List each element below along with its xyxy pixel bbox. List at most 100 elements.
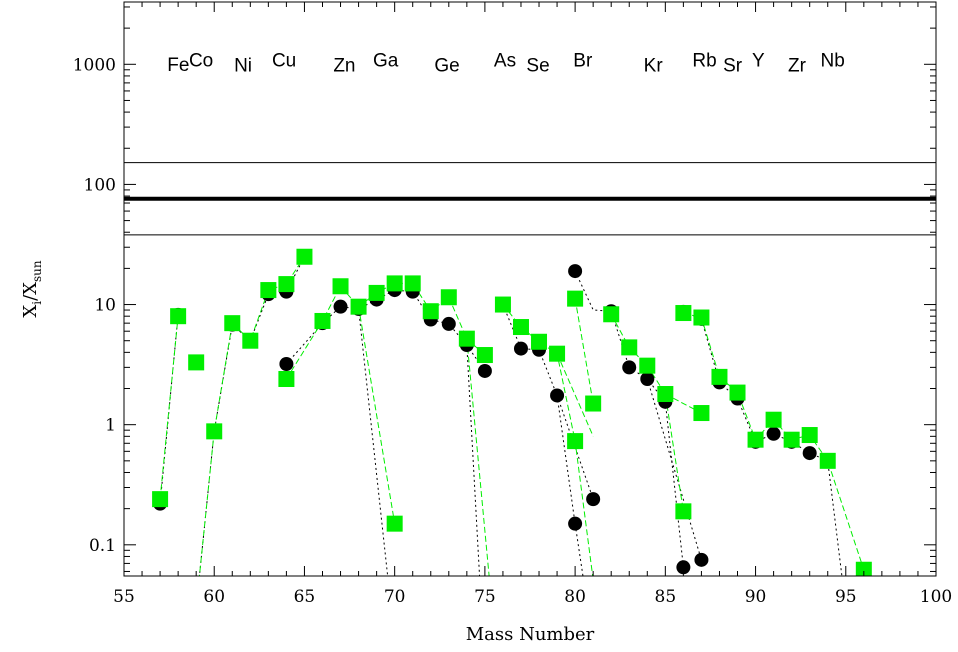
- x-tick-label-60: 60: [203, 587, 225, 607]
- series-1-line-2: [285, 282, 486, 380]
- series-1-point-41: [801, 427, 818, 444]
- y-tick-label-2: 10: [94, 296, 116, 316]
- series-1-point-15: [386, 515, 403, 532]
- series-0-line-8: [556, 395, 594, 500]
- series-1-point-2: [188, 354, 205, 371]
- series-0-point-19: [513, 341, 528, 356]
- series-1-point-30: [639, 357, 656, 374]
- series-1-point-0: [152, 491, 169, 508]
- series-1-point-10: [314, 312, 331, 329]
- series-1-line-4: [466, 338, 490, 576]
- series-1-point-20: [476, 347, 493, 364]
- series-1-point-38: [747, 431, 764, 448]
- element-label-as: As: [494, 50, 516, 71]
- series-1-point-33: [675, 305, 692, 322]
- series-0-point-36: [766, 426, 781, 441]
- series-0-point-7: [279, 356, 294, 371]
- y-axis-label-sub1: i: [30, 301, 44, 305]
- series-1-point-31: [657, 386, 674, 403]
- series-0-point-29: [676, 560, 691, 575]
- y-axis-label: Xi/Xsun: [20, 260, 44, 317]
- x-tick-label-85: 85: [655, 587, 677, 607]
- series-1-line-10: [665, 393, 702, 414]
- series-1-point-35: [693, 405, 710, 422]
- series-1-point-4: [224, 315, 241, 332]
- y-tick-label-4: 1000: [73, 55, 116, 75]
- series-1-point-7: [278, 276, 295, 293]
- element-label-fe: Fe: [167, 55, 189, 76]
- series-0-point-23: [586, 492, 601, 507]
- series-1-point-16: [404, 275, 421, 292]
- series-1-point-9: [296, 248, 313, 265]
- series-0-point-15: [441, 316, 456, 331]
- x-tick-label-75: 75: [474, 587, 496, 607]
- series-1-point-34: [693, 309, 710, 326]
- series-0-line-6: [574, 270, 684, 568]
- element-label-co: Co: [189, 50, 213, 71]
- element-label-ga: Ga: [373, 50, 399, 71]
- series-0-line-2: [286, 289, 486, 372]
- series-1-point-6: [260, 282, 277, 299]
- series-1-point-11: [332, 278, 349, 295]
- element-label-br: Br: [573, 50, 593, 71]
- series-1-point-19: [458, 330, 475, 347]
- x-tick-label-65: 65: [294, 587, 316, 607]
- x-tick-label-95: 95: [835, 587, 857, 607]
- element-label-sr: Sr: [723, 56, 743, 77]
- series-1-point-12: [350, 298, 367, 315]
- series-1-point-17: [422, 303, 439, 320]
- y-axis-label-sub2: sun: [30, 260, 44, 282]
- series-1-point-24: [549, 345, 566, 362]
- series-1-point-1: [170, 308, 187, 325]
- series-1-point-21: [494, 296, 511, 313]
- element-label-se: Se: [526, 56, 549, 77]
- x-tick-label-55: 55: [113, 587, 135, 607]
- series-1-point-29: [621, 339, 638, 356]
- series-1-point-18: [440, 289, 457, 306]
- series-1-line-8: [683, 312, 865, 570]
- series-1-point-22: [512, 319, 529, 336]
- series-0-line-9: [646, 378, 702, 560]
- y-axis-label-mid: /X: [20, 282, 41, 301]
- series-0-point-27: [640, 372, 655, 387]
- element-labels: Fe Co Ni Cu Zn Ga Ge As Se Br Kr Rb Sr Y Zr Nb: [167, 50, 845, 76]
- series-1-point-3: [206, 423, 223, 440]
- element-label-rb: Rb: [692, 50, 716, 71]
- series-1-point-36: [711, 368, 728, 385]
- series-1-point-43: [855, 561, 872, 576]
- series-0-point-22: [568, 516, 583, 531]
- series-1-line-5: [502, 304, 594, 576]
- y-tick-label-0: 0.1: [89, 536, 116, 556]
- series-1-point-23: [531, 333, 548, 350]
- plot-frame: [123, 1, 937, 577]
- series-1-point-27: [585, 395, 602, 412]
- series-0-point-38: [802, 446, 817, 461]
- element-label-y: Y: [752, 50, 765, 71]
- series-1-point-26: [567, 290, 584, 307]
- series-0-line-5: [502, 304, 584, 576]
- reference-lines: [124, 162, 936, 236]
- element-label-cu: Cu: [272, 50, 296, 71]
- series-0-line-3: [358, 308, 389, 576]
- element-label-nb: Nb: [821, 50, 845, 71]
- x-tick-label-70: 70: [384, 587, 406, 607]
- series-1-point-42: [819, 452, 836, 469]
- axes: [123, 1, 937, 577]
- series-0-point-26: [622, 360, 637, 375]
- series-0-point-17: [477, 363, 492, 378]
- series-1-line-3: [358, 306, 396, 524]
- data-points: [152, 248, 872, 576]
- y-tick-label-1: 1: [105, 416, 116, 436]
- series-0-line-4: [466, 345, 481, 576]
- x-axis-label: Mass Number: [466, 624, 595, 645]
- y-axis-label-main: X: [20, 305, 41, 318]
- tick-labels: 55 60 65 70 75 80 85 90 95 100 0.1 1 10 100 1000: [73, 55, 952, 607]
- x-tick-label-80: 80: [564, 587, 586, 607]
- series-1-point-25: [567, 433, 584, 450]
- element-label-zr: Zr: [788, 56, 807, 77]
- series-1-point-40: [783, 431, 800, 448]
- series-0-point-30: [694, 552, 709, 567]
- series-1-point-37: [729, 384, 746, 401]
- series-1-point-32: [675, 503, 692, 520]
